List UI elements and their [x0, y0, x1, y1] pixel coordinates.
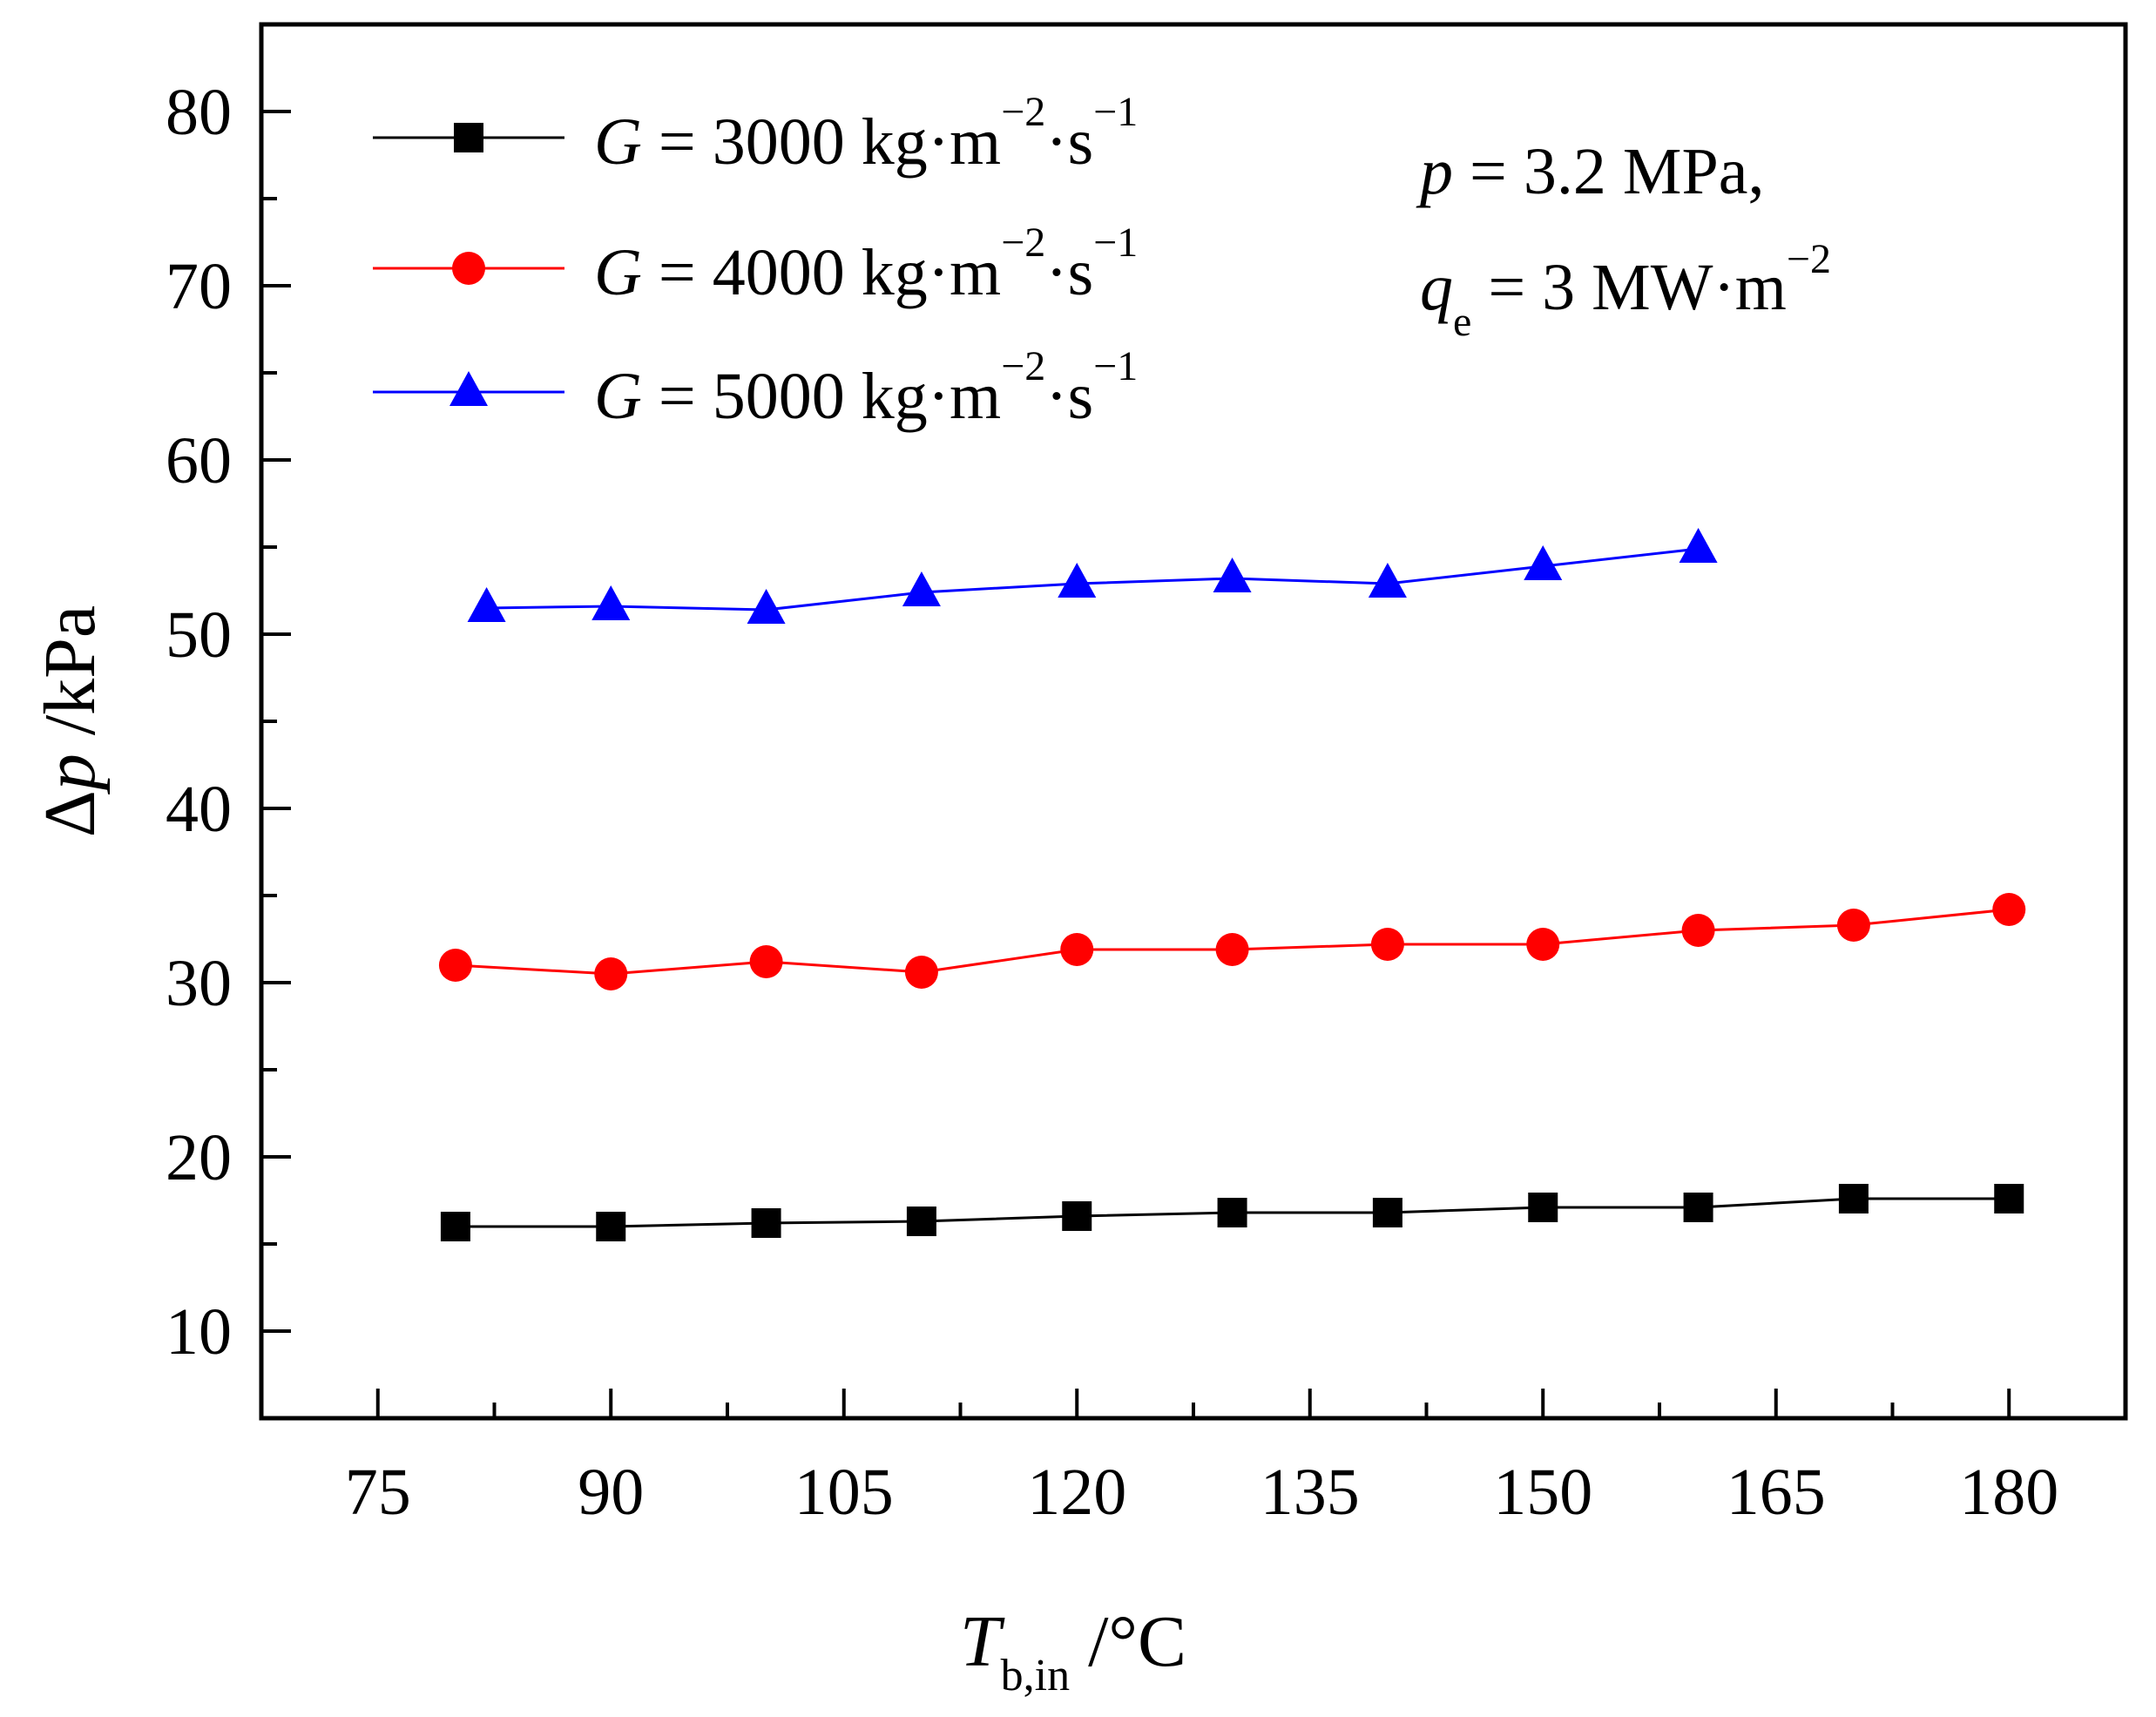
data-point	[1058, 563, 1097, 598]
data-point	[594, 957, 628, 990]
y-tick-label: 60	[166, 424, 232, 497]
data-point	[747, 589, 786, 624]
data-point	[1683, 1193, 1713, 1222]
data-point	[438, 949, 472, 982]
annotation-heat-flux-sub: e	[1453, 299, 1471, 345]
data-point	[1526, 928, 1560, 961]
data-point	[1060, 933, 1094, 966]
x-tick-label: 75	[345, 1456, 411, 1529]
legend-entry: G = 5000 kg·m−2·s−1	[373, 343, 1138, 433]
x-axis-title-unit: /°C	[1070, 1601, 1186, 1682]
legend-marker	[449, 371, 488, 406]
data-point	[467, 587, 506, 622]
data-point	[1524, 545, 1563, 580]
data-point	[749, 945, 783, 978]
series-square	[440, 1184, 2024, 1241]
data-point	[1217, 1198, 1247, 1227]
annotation-pressure: p = 3.2 MPa,	[1416, 135, 1764, 208]
y-tick-label: 30	[166, 947, 232, 1020]
annotation-heat-flux-sup: −2	[1787, 236, 1831, 282]
annotation-heat-flux-var: q	[1420, 251, 1453, 324]
x-tick-label: 105	[794, 1456, 894, 1529]
legend-entry: G = 3000 kg·m−2·s−1	[373, 89, 1138, 179]
legend-label-sup1: −2	[1001, 343, 1045, 389]
legend-label: G = 5000 kg·m−2·s−1	[594, 343, 1138, 433]
series-line	[486, 547, 1699, 612]
x-axis-title-var: T	[960, 1601, 1005, 1682]
data-point	[1994, 1184, 2024, 1213]
data-point	[1836, 909, 1870, 942]
x-axis-title: Tb,in /°C	[960, 1601, 1186, 1700]
y-tick-label: 80	[166, 76, 232, 149]
legend-label: G = 3000 kg·m−2·s−1	[594, 89, 1138, 179]
legend-label-sup2: −1	[1093, 343, 1138, 389]
x-tick-label: 180	[1959, 1456, 2058, 1529]
series-circle	[438, 893, 2026, 990]
data-point	[1368, 563, 1407, 598]
data-point	[1213, 558, 1252, 592]
data-point	[1372, 1198, 1402, 1227]
y-tick-label: 50	[166, 598, 232, 672]
data-point	[751, 1208, 781, 1238]
data-point	[591, 585, 631, 620]
series-triangle	[467, 528, 1718, 624]
x-tick-label: 90	[578, 1456, 644, 1529]
legend: G = 3000 kg·m−2·s−1G = 4000 kg·m−2·s−1G …	[373, 89, 1138, 433]
y-tick-label: 70	[166, 250, 232, 323]
data-point	[906, 1207, 936, 1236]
y-tick-label: 10	[166, 1295, 232, 1369]
data-point	[596, 1212, 626, 1241]
legend-label-value: = 4000 kg·m	[642, 236, 1001, 309]
legend-entry: G = 4000 kg·m−2·s−1	[373, 220, 1138, 309]
data-point	[902, 571, 941, 606]
axis-ticks: 75 90 105 120 135 150 165 180 10 20 30 40 50 60 70 80	[166, 23, 2127, 1529]
x-tick-label: 150	[1493, 1456, 1592, 1529]
legend-label-var: G	[594, 360, 642, 433]
x-tick-label: 165	[1727, 1456, 1826, 1529]
legend-label-sup2: −1	[1093, 220, 1138, 266]
data-point	[1679, 528, 1718, 563]
legend-label-mid: ·s	[1045, 360, 1093, 433]
legend-label-value: = 3000 kg·m	[642, 105, 1001, 179]
data-point	[904, 956, 938, 989]
data-point	[1681, 914, 1715, 947]
data-point	[1370, 928, 1404, 961]
legend-label-var: G	[594, 236, 642, 309]
data-point	[1992, 893, 2026, 926]
legend-label: G = 4000 kg·m−2·s−1	[594, 220, 1138, 309]
x-axis-title-sub: b,in	[1001, 1651, 1070, 1700]
y-axis-title: Δp /kPa	[30, 605, 111, 837]
data-point	[440, 1212, 470, 1241]
y-tick-label: 40	[166, 773, 232, 846]
y-axis-title-unit: /kPa	[30, 605, 111, 754]
legend-label-mid: ·s	[1045, 105, 1093, 179]
data-point	[1528, 1193, 1558, 1222]
annotation-pressure-value: = 3.2 MPa,	[1453, 135, 1764, 208]
y-axis-title-var: p	[30, 754, 111, 794]
legend-label-sup1: −2	[1001, 220, 1045, 266]
x-tick-label: 120	[1027, 1456, 1126, 1529]
legend-label-sup2: −1	[1093, 89, 1138, 135]
data-point	[1215, 933, 1249, 966]
data-point	[1062, 1201, 1092, 1231]
legend-label-sup1: −2	[1001, 89, 1045, 135]
annotation-pressure-var: p	[1416, 135, 1453, 208]
annotation-heat-flux-value: = 3 MW·m	[1471, 251, 1787, 324]
legend-label-mid: ·s	[1045, 236, 1093, 309]
y-axis-title-delta: Δ	[30, 790, 111, 837]
legend-marker	[454, 123, 483, 152]
series-layer	[438, 528, 2026, 1241]
data-point	[1838, 1184, 1869, 1213]
y-tick-label: 20	[166, 1121, 232, 1194]
legend-label-value: = 5000 kg·m	[642, 360, 1001, 433]
legend-marker	[452, 252, 485, 285]
x-tick-label: 135	[1260, 1456, 1360, 1529]
legend-label-var: G	[594, 105, 642, 179]
annotation-heat-flux: qe = 3 MW·m−2	[1420, 236, 1831, 345]
